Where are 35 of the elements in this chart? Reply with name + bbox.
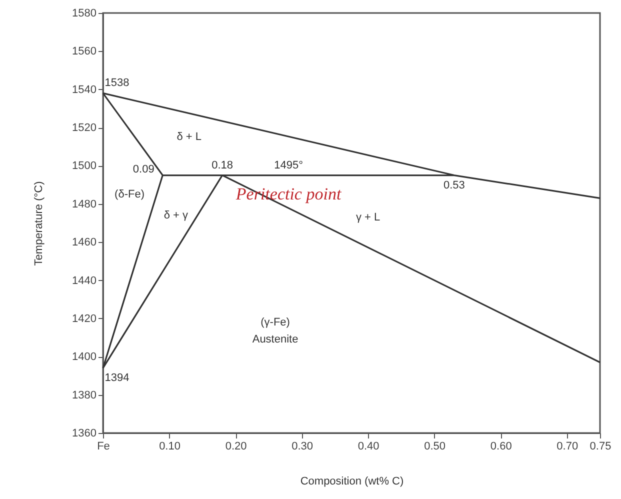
y-tick-label: 1440: [72, 274, 96, 287]
y-tick-label: 1520: [72, 122, 96, 134]
x-tick-label: 0.10: [159, 440, 180, 452]
y-tick-label: 1420: [72, 312, 96, 325]
y-tick-label: 1560: [72, 46, 96, 58]
y-tick-label: 1580: [72, 8, 96, 20]
annotation: (γ-Fe): [260, 316, 290, 328]
x-tick-label: 0.60: [490, 440, 512, 452]
y-axis-title: Temperature (°C): [33, 181, 46, 266]
annotation: (δ-Fe): [114, 188, 144, 200]
annotation: γ + L: [356, 211, 380, 224]
x-tick-label: 0.70: [556, 440, 578, 452]
annotation: 1495°: [274, 159, 303, 172]
y-tick-label: 1400: [72, 351, 96, 364]
annotation: 1394: [104, 372, 130, 384]
annotation: δ + L: [176, 131, 202, 144]
y-tick-label: 1460: [72, 236, 96, 249]
y-tick-label: 1500: [72, 160, 96, 172]
x-tick-label: 0.30: [292, 440, 314, 452]
annotation: 0.53: [444, 179, 465, 192]
x-tick-label: 0.75: [590, 440, 612, 452]
annotation: 1538: [104, 77, 130, 90]
x-tick-label: 0.20: [225, 440, 247, 452]
x-tick-label: 0.50: [424, 440, 446, 452]
x-tick-label: Fe: [97, 440, 110, 452]
annotation: 0.18: [212, 159, 233, 172]
x-axis-title: Composition (wt% C): [300, 476, 404, 488]
x-tick-label: 0.40: [358, 440, 380, 452]
annotation: Austenite: [252, 333, 298, 346]
y-tick-label: 1360: [72, 428, 96, 440]
y-tick-label: 1380: [72, 389, 96, 402]
annotation: 0.09: [132, 163, 154, 176]
y-tick-label: 1540: [72, 84, 96, 96]
annotation: δ + γ: [164, 209, 188, 222]
y-tick-label: 1480: [72, 198, 96, 210]
